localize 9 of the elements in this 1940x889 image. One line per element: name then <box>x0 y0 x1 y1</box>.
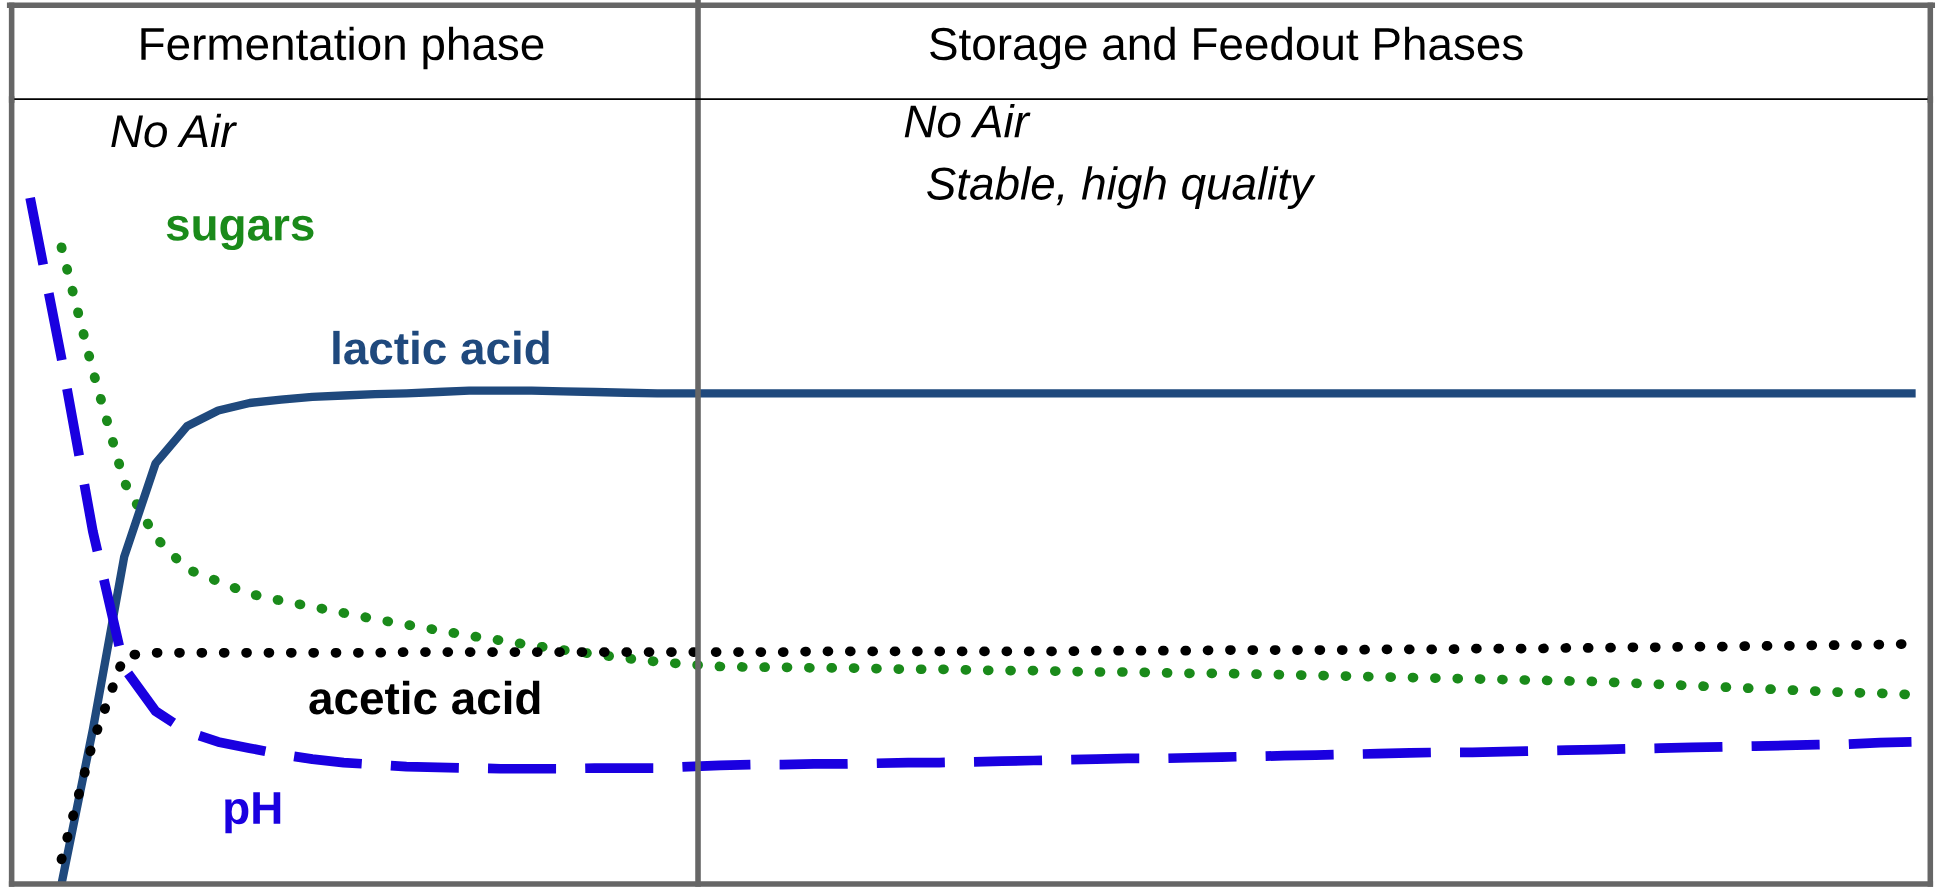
series-label: acetic acid <box>309 680 540 715</box>
text: sugars <box>166 215 314 251</box>
series-label: pH <box>225 792 281 834</box>
series-label: lactic acid <box>333 330 549 365</box>
text: Fermentation phase <box>141 26 544 70</box>
annotation: Stable, high quality <box>927 166 1316 209</box>
text: Storage and Feedout Phases <box>930 26 1523 70</box>
text: No Air <box>904 103 1031 138</box>
text: No Air <box>111 113 238 148</box>
